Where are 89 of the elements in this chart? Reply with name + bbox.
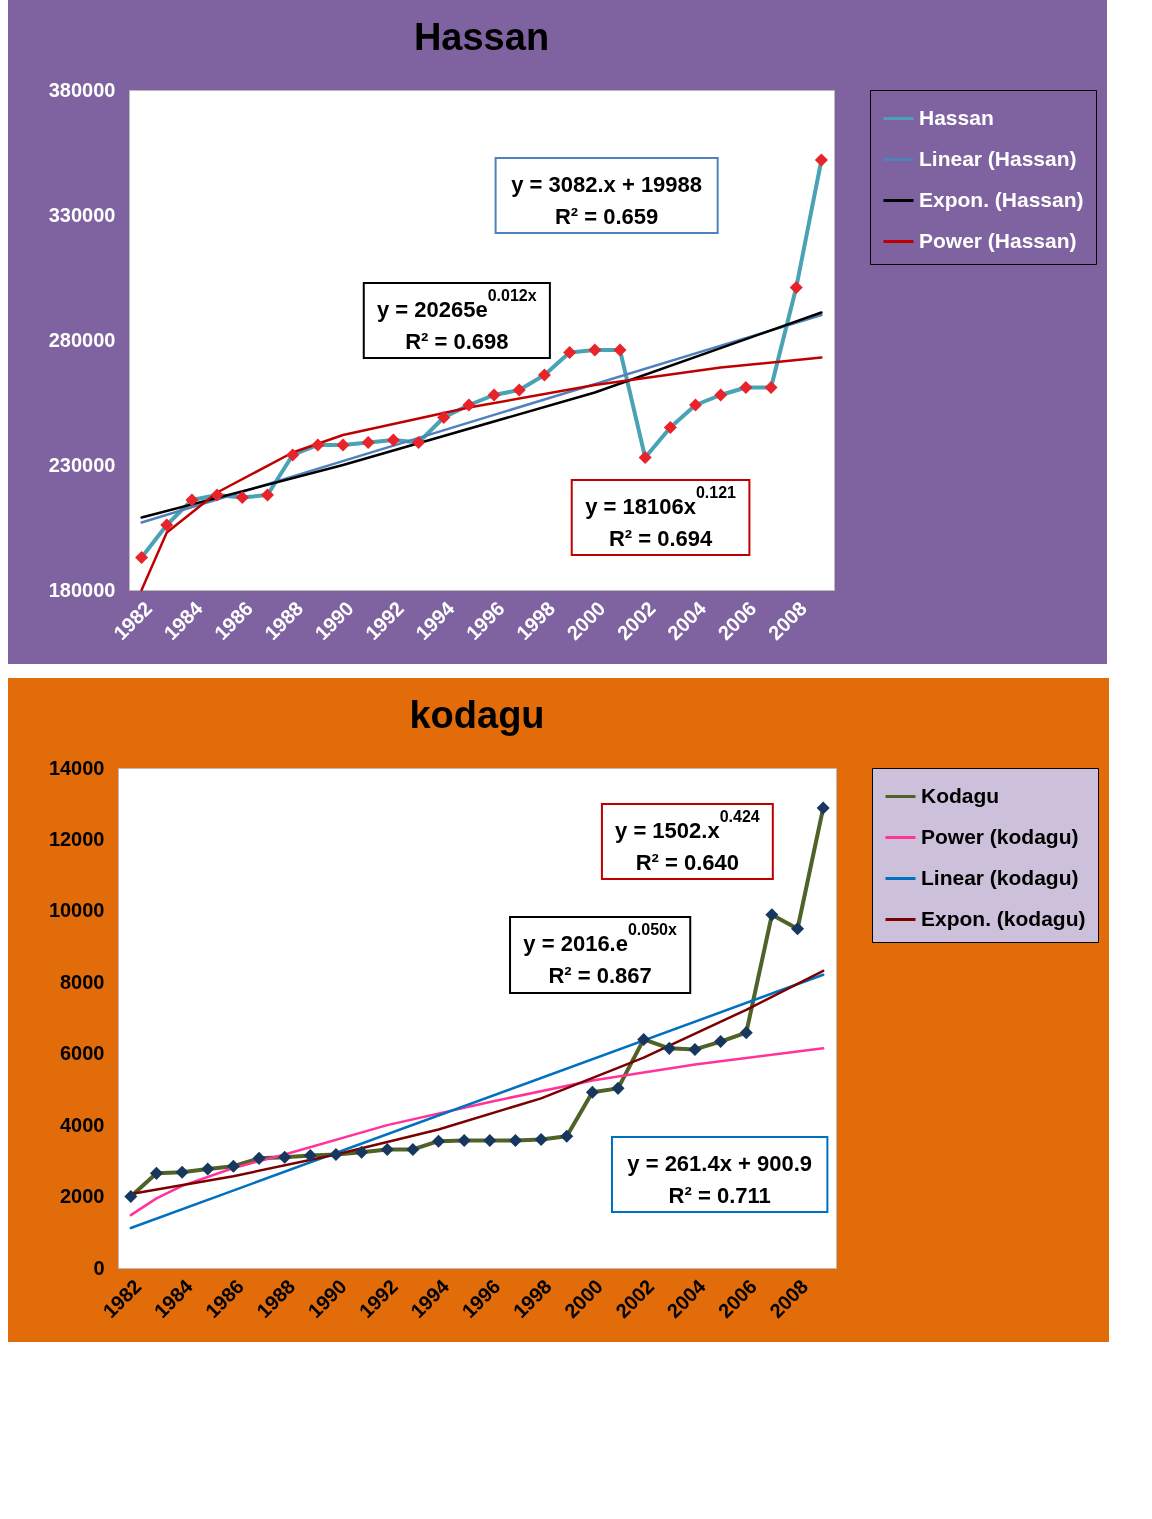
- y-tick-label: 230000: [48, 453, 116, 476]
- point: [816, 801, 830, 815]
- point: [588, 343, 602, 357]
- point: [739, 380, 753, 395]
- point: [585, 1085, 599, 1099]
- y-tick-label: 0: [93, 1256, 105, 1279]
- line-series: [129, 1047, 825, 1217]
- point: [814, 153, 828, 167]
- annotation: y = 261.4x + 900.9: [627, 1151, 813, 1176]
- point: [563, 345, 577, 360]
- point: [380, 1142, 394, 1156]
- y-tick-label: 12000: [48, 827, 105, 850]
- point: [714, 388, 728, 402]
- y-tick-label: 380000: [48, 78, 116, 101]
- point: [226, 1159, 240, 1173]
- point: [437, 410, 451, 425]
- point: [412, 435, 426, 450]
- point: [252, 1151, 266, 1165]
- point: [210, 488, 224, 502]
- point: [560, 1129, 574, 1143]
- annotation: y = 3082.x + 19988: [511, 172, 703, 197]
- point: [637, 1032, 651, 1046]
- point: [406, 1142, 420, 1156]
- y-tick-label: 4000: [60, 1113, 105, 1136]
- point: [175, 1165, 189, 1179]
- point: [235, 490, 249, 505]
- annotation: R² = 0.711: [668, 1182, 771, 1208]
- point: [201, 1162, 215, 1176]
- y-tick-label: 8000: [60, 970, 105, 993]
- y-tick-label: 280000: [48, 328, 116, 351]
- point: [611, 1081, 625, 1095]
- point: [483, 1133, 497, 1148]
- annotation: R² = 0.694: [608, 525, 713, 551]
- annotation: R² = 0.867: [548, 963, 652, 989]
- point: [386, 433, 400, 447]
- point: [355, 1145, 369, 1159]
- point: [124, 1190, 138, 1204]
- point: [537, 368, 551, 382]
- point: [487, 388, 501, 402]
- point: [286, 448, 300, 462]
- annotation: R² = 0.659: [554, 203, 659, 229]
- point: [432, 1134, 446, 1148]
- point: [278, 1150, 292, 1164]
- annotation: R² = 0.640: [635, 849, 740, 875]
- legend-label: Expon. (Hassan): [919, 187, 1084, 211]
- line-series: [140, 356, 823, 592]
- point: [160, 518, 174, 532]
- legend-label: Kodagu: [921, 783, 1000, 807]
- legend-label: Expon. (kodagu): [921, 906, 1086, 930]
- point: [638, 450, 652, 465]
- chart-title: kodagu: [409, 694, 545, 736]
- point: [260, 488, 274, 502]
- point: [512, 383, 526, 397]
- y-tick-label: 6000: [60, 1042, 105, 1065]
- point: [135, 550, 149, 565]
- annotation: R² = 0.698: [405, 328, 509, 354]
- chart-title: Hassan: [413, 16, 550, 58]
- point: [149, 1166, 163, 1180]
- legend-label: Linear (kodagu): [921, 865, 1079, 889]
- point: [462, 398, 476, 412]
- point: [789, 280, 803, 295]
- point: [714, 1035, 728, 1049]
- point: [662, 1041, 676, 1055]
- point: [663, 420, 677, 435]
- legend-label: Power (kodagu): [921, 824, 1079, 848]
- point: [613, 343, 627, 357]
- legend-label: Power (Hassan): [919, 228, 1077, 252]
- y-tick-label: 330000: [48, 203, 116, 226]
- point: [791, 922, 805, 936]
- point: [303, 1148, 317, 1163]
- point: [534, 1132, 548, 1146]
- point: [361, 435, 375, 450]
- legend-label: Hassan: [919, 105, 994, 129]
- point: [457, 1133, 471, 1148]
- point: [688, 1042, 702, 1056]
- point: [765, 908, 779, 922]
- y-tick-label: 10000: [48, 899, 105, 922]
- y-tick-label: 2000: [60, 1185, 105, 1208]
- legend-label: Linear (Hassan): [919, 146, 1077, 170]
- y-tick-label: 14000: [48, 756, 105, 779]
- point: [739, 1026, 753, 1040]
- point: [508, 1133, 522, 1148]
- point: [689, 398, 703, 412]
- point: [764, 380, 778, 395]
- point: [185, 493, 199, 507]
- point: [311, 438, 325, 452]
- point: [336, 438, 350, 452]
- point: [329, 1147, 343, 1161]
- y-tick-label: 180000: [48, 578, 116, 601]
